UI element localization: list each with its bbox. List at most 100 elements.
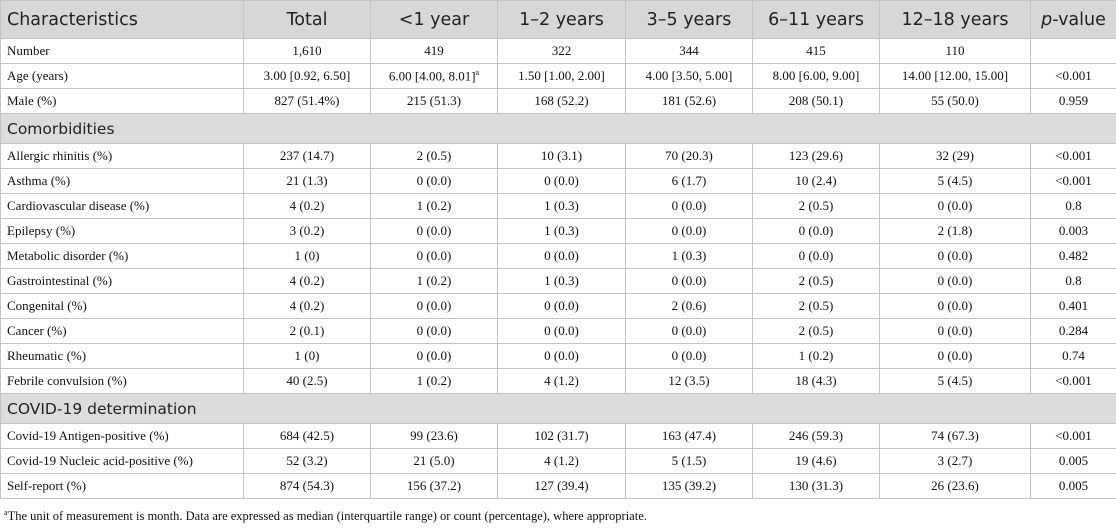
table-cell: Allergic rhinitis (%) (0, 143, 244, 169)
table-cell: 2 (0.5) (752, 193, 880, 219)
table-cell: 0 (0.0) (497, 168, 626, 194)
table-cell: 0 (0.0) (879, 193, 1031, 219)
table-cell: 1 (0.3) (625, 243, 753, 269)
table-cell: 0 (0.0) (879, 293, 1031, 319)
table-cell: 0 (0.0) (370, 218, 498, 244)
table-cell: <0.001 (1030, 168, 1116, 194)
table-cell: Covid-19 Antigen-positive (%) (0, 423, 244, 449)
table-cell: 1 (0.3) (497, 193, 626, 219)
table-cell: 52 (3.2) (243, 448, 371, 474)
table-cell: Gastrointestinal (%) (0, 268, 244, 294)
table-cell: Asthma (%) (0, 168, 244, 194)
table-cell: 0 (0.0) (752, 218, 880, 244)
table-cell: 0 (0.0) (370, 243, 498, 269)
table-cell: 827 (51.4%) (243, 88, 371, 114)
table-body: Number 1,610 419 322 344 415 110 Age (years) 3.0… (0, 38, 1116, 499)
table-cell: 168 (52.2) (497, 88, 626, 114)
table-cell: 0 (0.0) (497, 318, 626, 344)
table-cell: 5 (1.5) (625, 448, 753, 474)
table-cell: 1 (0.2) (370, 268, 498, 294)
table-cell: 1 (0) (243, 343, 371, 369)
table-cell: 1,610 (243, 38, 371, 64)
table-cell: 0 (0.0) (497, 243, 626, 269)
table-cell: 0 (0.0) (370, 168, 498, 194)
table-cell: 130 (31.3) (752, 473, 880, 499)
table-cell: 6.00 [4.00, 8.01]a (370, 63, 498, 89)
table-cell: 127 (39.4) (497, 473, 626, 499)
table-row: Covid-19 Antigen-positive (%) 684 (42.5) 9… (0, 423, 1116, 449)
column-header: 12–18 years (879, 0, 1031, 39)
table-cell: 0 (0.0) (625, 268, 753, 294)
table-cell: 3 (2.7) (879, 448, 1031, 474)
table-cell: 4.00 [3.50, 5.00] (625, 63, 753, 89)
table-row: Age (years) 3.00 [0.92, 6.50] 6.00 [4.00, … (0, 63, 1116, 89)
table-cell: 0 (0.0) (879, 243, 1031, 269)
table-cell: Self-report (%) (0, 473, 244, 499)
table-cell: 0 (0.0) (370, 293, 498, 319)
table-cell: 1 (0.2) (752, 343, 880, 369)
table-cell: 684 (42.5) (243, 423, 371, 449)
table-cell: 215 (51.3) (370, 88, 498, 114)
table-row: Epilepsy (%) 3 (0.2) 0 (0.0) 1 (0.3) 0 (0.0)… (0, 218, 1116, 244)
table-cell: 2 (0.1) (243, 318, 371, 344)
table-cell: 3.00 [0.92, 6.50] (243, 63, 371, 89)
table-cell: 19 (4.6) (752, 448, 880, 474)
table-cell: 0 (0.0) (497, 293, 626, 319)
table-cell: 0 (0.0) (625, 193, 753, 219)
table-cell (1030, 38, 1116, 64)
table-cell: 0 (0.0) (879, 343, 1031, 369)
table-cell: <0.001 (1030, 143, 1116, 169)
table-row: Rheumatic (%) 1 (0) 0 (0.0) 0 (0.0) 0 (0.0) 1… (0, 343, 1116, 369)
table-cell: Male (%) (0, 88, 244, 114)
table-cell: Metabolic disorder (%) (0, 243, 244, 269)
table-cell: Epilepsy (%) (0, 218, 244, 244)
table-cell: Age (years) (0, 63, 244, 89)
table-cell: 2 (1.8) (879, 218, 1031, 244)
table-cell: 0.401 (1030, 293, 1116, 319)
table-cell: 0.8 (1030, 268, 1116, 294)
table-cell: 2 (0.6) (625, 293, 753, 319)
table-cell: Rheumatic (%) (0, 343, 244, 369)
table-cell: 1 (0.2) (370, 193, 498, 219)
footnote: aThe unit of measurement is month. Data … (4, 508, 1116, 524)
table-cell: 0 (0.0) (879, 318, 1031, 344)
table-cell: 0 (0.0) (625, 343, 753, 369)
column-header: 1–2 years (497, 0, 626, 39)
table-cell: 0.003 (1030, 218, 1116, 244)
footnote-marker: a (4, 508, 8, 517)
table-cell: 10 (3.1) (497, 143, 626, 169)
table-cell: 344 (625, 38, 753, 64)
section-title: Comorbidities (0, 113, 1116, 144)
table-cell: Cardiovascular disease (%) (0, 193, 244, 219)
table-cell: 110 (879, 38, 1031, 64)
table-row: Febrile convulsion (%) 40 (2.5) 1 (0.2) 4 (… (0, 368, 1116, 394)
table-cell: 0 (0.0) (370, 318, 498, 344)
table-cell: 6 (1.7) (625, 168, 753, 194)
section-title: COVID-19 determination (0, 393, 1116, 424)
table-cell: Number (0, 38, 244, 64)
table-cell: 74 (67.3) (879, 423, 1031, 449)
table-cell: <0.001 (1030, 63, 1116, 89)
table-cell: 0.8 (1030, 193, 1116, 219)
header-row: Characteristics Total <1 year 1–2 years 3–5 … (0, 0, 1116, 39)
table-cell: 0.005 (1030, 473, 1116, 499)
table-row: Male (%) 827 (51.4%) 215 (51.3) 168 (52.2) 1… (0, 88, 1116, 114)
italic-text: p (1041, 9, 1053, 30)
table-cell: 156 (37.2) (370, 473, 498, 499)
characteristics-table: Characteristics Total <1 year 1–2 years 3–5 … (0, 0, 1116, 499)
cell-text: -value (1052, 9, 1106, 30)
table-row: Gastrointestinal (%) 4 (0.2) 1 (0.2) 1 (0.3… (0, 268, 1116, 294)
table-cell: 99 (23.6) (370, 423, 498, 449)
table-cell: 0 (0.0) (879, 268, 1031, 294)
table-cell: Congenital (%) (0, 293, 244, 319)
table-cell: 2 (0.5) (752, 318, 880, 344)
table-cell: 55 (50.0) (879, 88, 1031, 114)
table-cell: 0 (0.0) (752, 243, 880, 269)
column-header: Characteristics (0, 0, 244, 39)
column-header: <1 year (370, 0, 498, 39)
section-row: COVID-19 determination (0, 393, 1116, 424)
table-cell: 0.74 (1030, 343, 1116, 369)
table-cell: 0.482 (1030, 243, 1116, 269)
cell-text: 6.00 [4.00, 8.01] (388, 68, 476, 84)
table-cell: 1 (0.3) (497, 218, 626, 244)
